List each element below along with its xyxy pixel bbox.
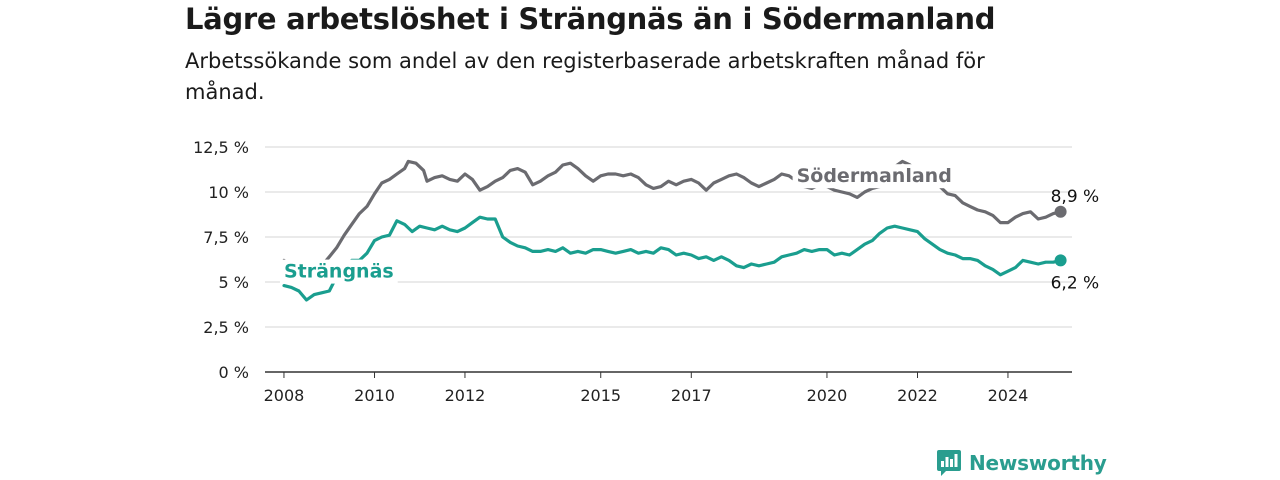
x-tick-label: 2020: [807, 386, 848, 405]
x-tick-label: 2024: [988, 386, 1029, 405]
y-tick-label: 2,5 %: [203, 318, 249, 337]
chart-subtitle: Arbetssökande som andel av den registerb…: [185, 49, 985, 104]
sodermanland-label: Södermanland: [797, 165, 952, 187]
chart-title: Lägre arbetslöshet i Strängnäs än i Söde…: [185, 2, 996, 36]
strangnas-label: Strängnäs: [284, 261, 394, 283]
x-tick-label: 2008: [264, 386, 305, 405]
y-tick-label: 12,5 %: [193, 138, 249, 157]
y-axis-tick-labels: 0 % 2,5 % 5 % 7,5 % 10 % 12,5 %: [193, 138, 249, 382]
y-tick-label: 7,5 %: [203, 228, 249, 247]
series-line-strangnas: [282, 215, 1063, 302]
x-tick-label: 2012: [445, 386, 486, 405]
x-tick-label: 2010: [354, 386, 395, 405]
x-axis: [265, 371, 1072, 378]
end-point-marker: [1054, 205, 1067, 218]
y-tick-label: 5 %: [219, 273, 249, 292]
x-axis-tick-labels: 2008 2010 2012 2015 2017 2020 2022 2024: [264, 386, 1029, 405]
series-labels: 8,9 % Södermanland 6,2 % Strängnäs: [279, 164, 1100, 293]
end-value-label: 6,2 %: [1051, 273, 1100, 293]
end-point-marker: [1054, 254, 1067, 267]
x-tick-label: 2015: [580, 386, 621, 405]
x-tick-label: 2017: [671, 386, 712, 405]
brand-name: Newsworthy: [969, 450, 1107, 475]
label-background: [279, 259, 398, 284]
label-background: [792, 164, 956, 189]
grid-lines: [265, 146, 1072, 328]
end-value-label: 8,9 %: [1051, 187, 1100, 207]
y-tick-label: 10 %: [208, 183, 249, 202]
x-tick-label: 2022: [897, 386, 938, 405]
y-tick-label: 0 %: [219, 363, 249, 382]
newsworthy-logo-icon: [937, 450, 961, 476]
newsworthy-brand[interactable]: Newsworthy: [937, 449, 1107, 476]
